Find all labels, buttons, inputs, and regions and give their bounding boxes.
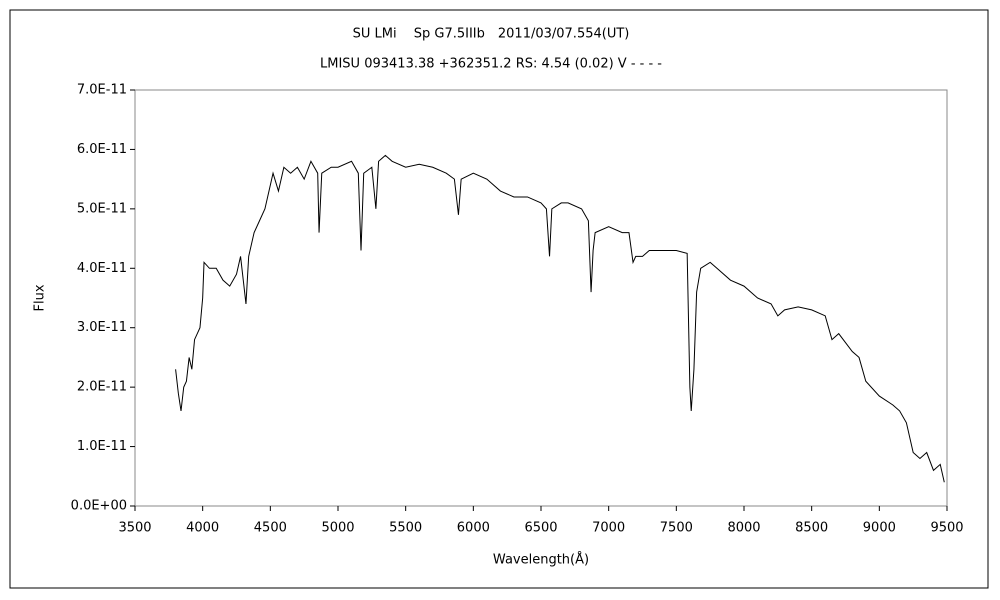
x-tick-label: 7500 [660,521,693,536]
y-tick-label: 2.0E-11 [77,380,127,395]
spectrum-line [175,154,945,483]
x-tick-label: 8500 [795,521,828,536]
y-tick-label: 0.0E+00 [71,499,127,514]
x-tick-label: 6000 [457,521,490,536]
y-tick-label: 1.0E-11 [77,439,127,454]
x-tick-label: 8000 [727,521,760,536]
x-tick-label: 9000 [863,521,896,536]
chart-title: SU LMi Sp G7.5IIIb 2011/03/07.554(UT) [353,27,630,42]
x-tick-label: 7000 [592,521,625,536]
x-tick-label: 3500 [118,521,151,536]
y-tick-label: 5.0E-11 [77,201,127,216]
y-tick-label: 4.0E-11 [77,261,127,276]
chart-subtitle: LMISU 093413.38 +362351.2 RS: 4.54 (0.02… [320,57,662,72]
y-tick-label: 6.0E-11 [77,142,127,157]
x-tick-label: 5500 [389,521,422,536]
chart-border [9,9,989,589]
y-axis-label: Flux [33,284,48,311]
x-axis-label: Wavelength(Å) [493,552,589,568]
x-tick-label: 4000 [186,521,219,536]
plot-area [134,89,948,507]
x-tick-label: 9500 [930,521,963,536]
x-tick-label: 5000 [321,521,354,536]
y-tick-label: 3.0E-11 [77,320,127,335]
x-tick-label: 6500 [524,521,557,536]
x-tick-label: 4500 [254,521,287,536]
y-tick-label: 7.0E-11 [77,83,127,98]
